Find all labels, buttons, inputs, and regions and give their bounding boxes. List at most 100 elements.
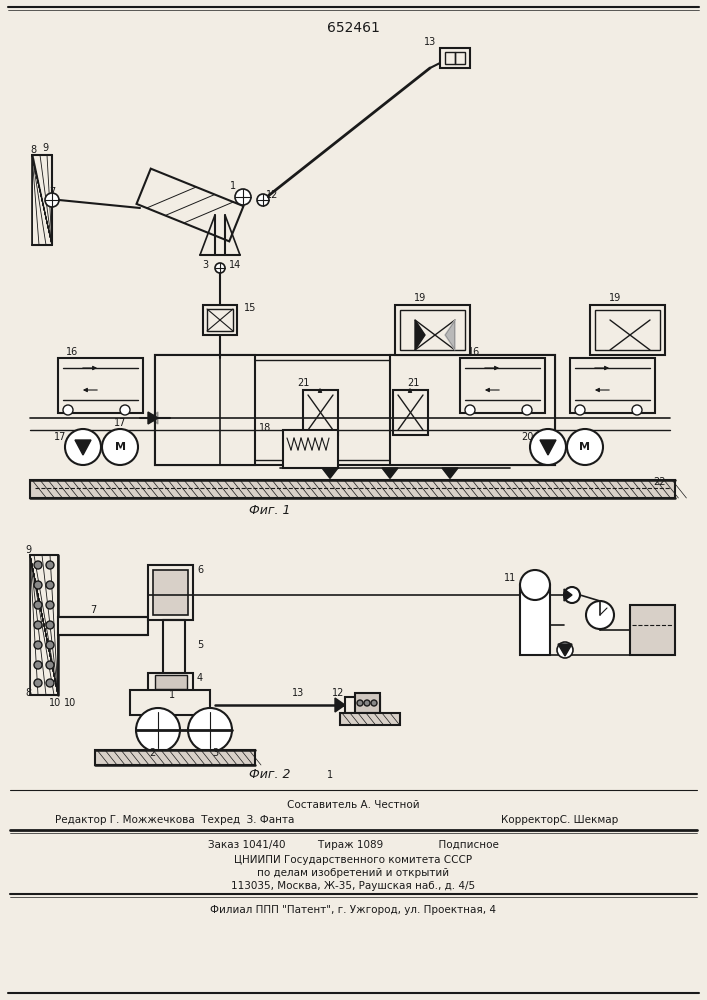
Text: 10: 10 xyxy=(49,698,61,708)
Circle shape xyxy=(586,601,614,629)
Bar xyxy=(283,430,338,468)
Circle shape xyxy=(465,405,475,415)
Circle shape xyxy=(371,700,377,706)
Circle shape xyxy=(102,429,138,465)
Bar xyxy=(148,673,193,691)
Circle shape xyxy=(632,405,642,415)
Bar xyxy=(203,305,237,335)
Text: Филиал ППП "Патент", г. Ужгород, ул. Проектная, 4: Филиал ППП "Патент", г. Ужгород, ул. Про… xyxy=(210,905,496,915)
Text: 7: 7 xyxy=(90,605,96,615)
Circle shape xyxy=(530,429,566,465)
Bar xyxy=(440,48,470,68)
Circle shape xyxy=(215,263,225,273)
Circle shape xyxy=(522,405,532,415)
Bar xyxy=(32,155,52,245)
Circle shape xyxy=(188,708,232,752)
Text: 16: 16 xyxy=(66,347,78,357)
Circle shape xyxy=(575,405,585,415)
Bar xyxy=(400,310,465,350)
Text: 17: 17 xyxy=(114,418,126,428)
Text: 8: 8 xyxy=(30,145,36,155)
Circle shape xyxy=(34,661,42,669)
Text: 13: 13 xyxy=(292,688,304,698)
Bar xyxy=(160,360,550,460)
Bar xyxy=(345,697,380,713)
Circle shape xyxy=(557,642,573,658)
Text: 12: 12 xyxy=(266,190,278,200)
Bar xyxy=(207,309,233,331)
Circle shape xyxy=(45,193,59,207)
Bar xyxy=(58,358,143,413)
Polygon shape xyxy=(322,468,338,478)
Bar xyxy=(393,390,428,435)
Bar xyxy=(30,555,58,695)
Bar xyxy=(340,713,400,725)
Text: M: M xyxy=(580,442,590,452)
Text: 9: 9 xyxy=(25,545,31,555)
Polygon shape xyxy=(148,412,158,424)
Text: 652461: 652461 xyxy=(327,21,380,35)
Bar xyxy=(155,355,555,465)
Text: 19: 19 xyxy=(609,293,621,303)
Bar xyxy=(455,52,465,64)
Polygon shape xyxy=(75,440,91,455)
Text: 17: 17 xyxy=(54,432,66,442)
Circle shape xyxy=(357,700,363,706)
Circle shape xyxy=(46,561,54,569)
Text: 9: 9 xyxy=(42,143,48,153)
Circle shape xyxy=(46,679,54,687)
Text: 12: 12 xyxy=(332,688,344,698)
Text: 21: 21 xyxy=(407,378,419,388)
Circle shape xyxy=(46,601,54,609)
Text: 13: 13 xyxy=(424,37,436,47)
Bar xyxy=(395,305,470,355)
Text: 14: 14 xyxy=(229,260,241,270)
Text: Фиг. 2: Фиг. 2 xyxy=(250,768,291,782)
Text: КорректорС. Шекмар: КорректорС. Шекмар xyxy=(501,815,619,825)
Text: 8: 8 xyxy=(25,688,31,698)
Text: 21: 21 xyxy=(297,378,309,388)
Circle shape xyxy=(567,429,603,465)
Circle shape xyxy=(120,405,130,415)
Circle shape xyxy=(34,679,42,687)
Text: 5: 5 xyxy=(197,640,203,650)
Bar xyxy=(445,52,455,64)
Text: 1: 1 xyxy=(230,181,236,191)
Text: 16: 16 xyxy=(468,347,480,357)
Bar xyxy=(58,617,148,635)
Text: 1: 1 xyxy=(169,690,175,700)
Circle shape xyxy=(34,601,42,609)
Circle shape xyxy=(34,641,42,649)
Circle shape xyxy=(520,570,550,600)
Bar xyxy=(460,358,545,413)
Bar xyxy=(95,750,255,765)
Bar xyxy=(153,570,188,615)
Polygon shape xyxy=(540,440,556,455)
Text: Фиг. 1: Фиг. 1 xyxy=(250,504,291,516)
Text: 3: 3 xyxy=(212,748,218,758)
Text: M: M xyxy=(115,442,126,452)
Text: 3: 3 xyxy=(202,260,208,270)
Circle shape xyxy=(364,700,370,706)
Bar xyxy=(595,310,660,350)
Circle shape xyxy=(46,581,54,589)
Circle shape xyxy=(136,708,180,752)
Circle shape xyxy=(564,587,580,603)
Polygon shape xyxy=(445,320,455,350)
Text: Заказ 1041/40          Тираж 1089                 Подписное: Заказ 1041/40 Тираж 1089 Подписное xyxy=(208,840,498,850)
Circle shape xyxy=(46,661,54,669)
Text: 113035, Москва, Ж-35, Раушская наб., д. 4/5: 113035, Москва, Ж-35, Раушская наб., д. … xyxy=(231,881,475,891)
Text: 4: 4 xyxy=(197,673,203,683)
Bar xyxy=(355,693,380,713)
Text: 18: 18 xyxy=(259,423,271,433)
Text: 10: 10 xyxy=(64,698,76,708)
Polygon shape xyxy=(564,589,572,601)
Text: 7: 7 xyxy=(49,187,55,197)
Text: ЦНИИПИ Государственного комитета СССР: ЦНИИПИ Государственного комитета СССР xyxy=(234,855,472,865)
Bar xyxy=(520,585,550,655)
Bar xyxy=(148,565,193,620)
Circle shape xyxy=(65,429,101,465)
Circle shape xyxy=(34,621,42,629)
Bar xyxy=(303,390,338,435)
Bar xyxy=(570,358,655,413)
